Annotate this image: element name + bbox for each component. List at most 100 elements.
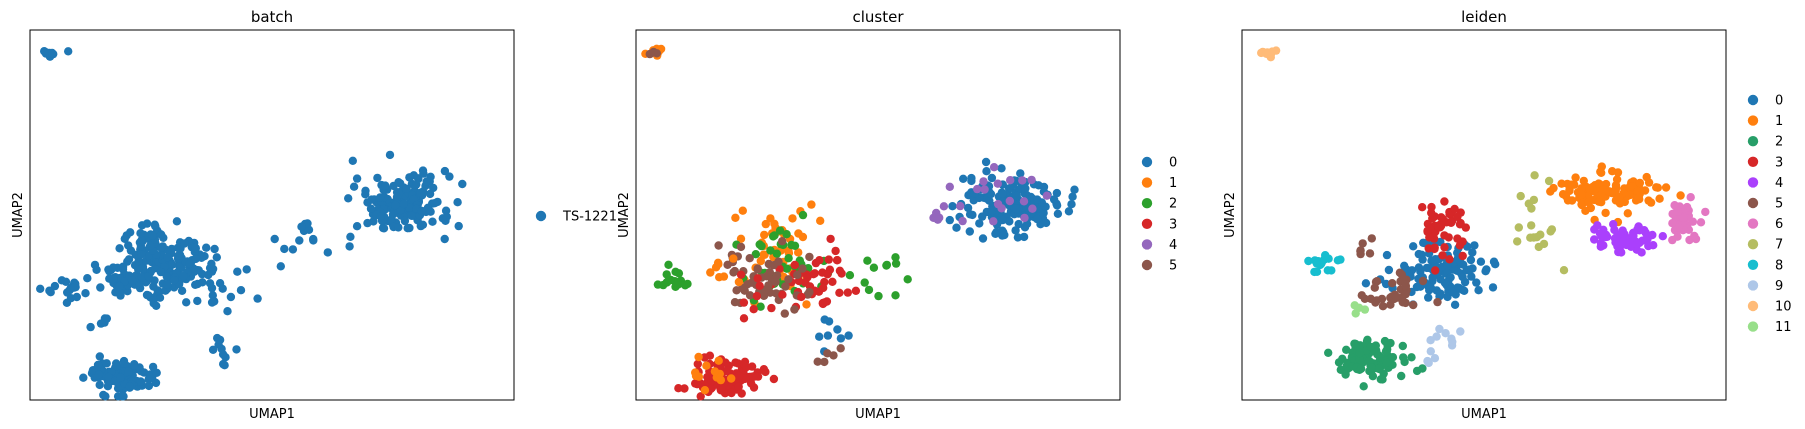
data-point (1378, 375, 1387, 384)
data-point (1446, 273, 1455, 282)
data-point (1336, 255, 1345, 264)
data-point (180, 239, 189, 248)
data-point (153, 286, 162, 295)
data-point (716, 375, 725, 385)
data-point (1377, 294, 1387, 304)
data-point (95, 352, 105, 361)
data-point (1384, 265, 1394, 275)
data-point (156, 267, 165, 277)
data-point (1618, 226, 1627, 235)
data-point (1676, 191, 1685, 200)
data-point (115, 282, 124, 291)
data-point (1577, 200, 1586, 209)
data-point (1419, 238, 1428, 247)
legend-label: 1 (1775, 114, 1783, 129)
data-point (769, 374, 779, 384)
data-point (752, 291, 762, 301)
legend-marker (1141, 156, 1153, 168)
data-point (1584, 198, 1593, 207)
data-point (373, 173, 382, 183)
data-point (945, 215, 954, 225)
data-point (733, 359, 743, 368)
data-point (1018, 176, 1027, 185)
data-point (1012, 191, 1021, 201)
data-point (1388, 279, 1397, 288)
data-point (144, 272, 153, 281)
data-point (86, 322, 95, 332)
data-point (1673, 232, 1682, 241)
data-point (1634, 193, 1643, 202)
data-point (376, 193, 385, 202)
data-point (1323, 266, 1333, 275)
data-point (811, 258, 821, 268)
data-point (717, 383, 726, 392)
data-point (828, 277, 837, 286)
data-point (1064, 207, 1074, 216)
data-point (1619, 232, 1628, 241)
data-point (1434, 223, 1443, 232)
data-point (36, 284, 45, 293)
data-point (1068, 192, 1077, 201)
data-point (948, 202, 957, 211)
data-point (288, 245, 298, 254)
data-point (1481, 267, 1490, 276)
legend-marker (1747, 156, 1759, 167)
data-point (745, 254, 754, 263)
data-point (1399, 353, 1408, 362)
data-point (1367, 363, 1376, 372)
legend-marker (1747, 197, 1759, 209)
data-point (1436, 275, 1445, 284)
data-point (1312, 267, 1322, 276)
data-point (790, 241, 800, 250)
data-point (1513, 237, 1522, 246)
data-point (218, 350, 228, 359)
data-point (1378, 302, 1388, 311)
data-point (124, 241, 133, 250)
data-point (706, 268, 715, 277)
data-point (736, 234, 746, 243)
legend-marker (1747, 280, 1759, 291)
data-point (309, 236, 318, 245)
data-point (63, 47, 73, 56)
data-point (1407, 353, 1416, 362)
data-point (1460, 286, 1469, 295)
data-point (1625, 190, 1635, 200)
data-point (798, 210, 808, 220)
data-point (223, 307, 232, 316)
data-point (1382, 250, 1392, 260)
data-point (207, 283, 217, 293)
data-point (155, 293, 165, 302)
data-point (403, 224, 412, 233)
data-point (202, 243, 211, 252)
data-point (760, 230, 769, 240)
data-point (458, 179, 467, 189)
legend-label: TS-1221 (562, 210, 617, 225)
data-point (417, 206, 426, 216)
data-point (1571, 173, 1580, 182)
data-point (1437, 213, 1446, 222)
data-point (1614, 192, 1624, 202)
data-point (40, 47, 49, 56)
data-point (1450, 204, 1459, 214)
data-point (50, 281, 60, 291)
data-point (1011, 226, 1020, 235)
data-point (105, 267, 114, 276)
data-point (778, 290, 787, 299)
data-point (442, 212, 451, 221)
data-point (124, 255, 134, 264)
data-point (345, 242, 354, 251)
legend-label: 4 (1169, 238, 1177, 253)
data-point (805, 252, 814, 262)
data-point (125, 382, 134, 391)
data-point (649, 47, 658, 57)
data-point (965, 227, 974, 236)
data-point (1609, 220, 1618, 229)
legend-label: 7 (1775, 238, 1783, 253)
chart-title: cluster (852, 8, 904, 26)
data-point (782, 264, 792, 273)
legend-marker (1747, 177, 1759, 188)
data-point (1027, 175, 1036, 185)
data-point (1424, 358, 1433, 368)
data-point (1412, 366, 1422, 376)
data-point (756, 256, 765, 266)
